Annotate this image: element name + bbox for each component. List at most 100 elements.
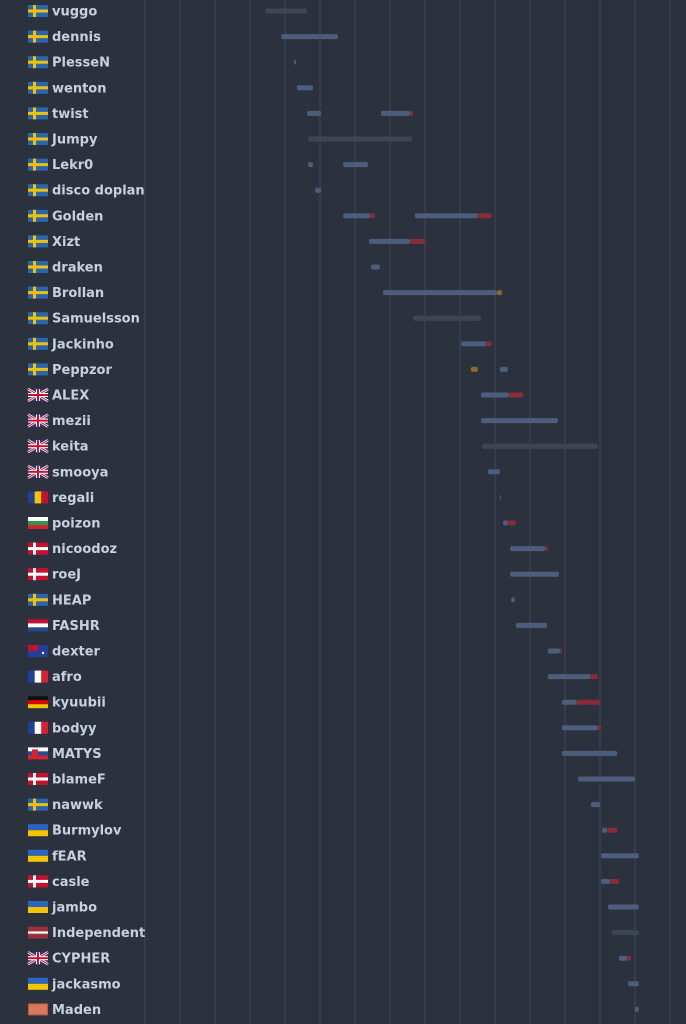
flag-part xyxy=(28,137,48,141)
flag-part xyxy=(28,598,48,602)
career-segment xyxy=(315,187,322,193)
flag-part xyxy=(28,572,48,576)
flag-icon xyxy=(28,209,48,222)
flag-icon xyxy=(27,951,49,966)
flag-part xyxy=(28,700,48,705)
flag-part xyxy=(28,721,35,734)
flag-part xyxy=(28,907,48,913)
player-name: regali xyxy=(52,491,94,506)
career-segment xyxy=(503,520,508,526)
flag-part xyxy=(28,239,48,243)
flag-part xyxy=(28,645,38,651)
player-name: casle xyxy=(52,875,90,890)
career-segment xyxy=(597,725,602,731)
player-name: Jackinho xyxy=(51,337,114,352)
flag-icon xyxy=(28,593,48,606)
flag-icon xyxy=(28,235,48,248)
flag-part xyxy=(28,670,35,683)
flag-icon xyxy=(27,439,49,454)
flag-part xyxy=(28,855,48,862)
career-segment xyxy=(296,85,313,91)
flag-icon xyxy=(28,337,48,350)
flag-part xyxy=(28,9,48,13)
player-name: MATYS xyxy=(52,747,102,762)
flag-icon xyxy=(28,517,48,529)
flag-icon xyxy=(28,773,48,785)
flag-part xyxy=(28,316,48,320)
career-segment xyxy=(561,699,577,705)
player-name: kyuubii xyxy=(52,696,106,711)
career-segment xyxy=(545,546,548,552)
flag-icon xyxy=(28,926,48,939)
career-segment xyxy=(343,213,371,219)
player-name: Maden xyxy=(52,1003,101,1018)
career-segment xyxy=(409,110,414,116)
player-name: jackasmo xyxy=(51,977,121,992)
career-segment xyxy=(516,622,548,628)
career-segment xyxy=(461,341,486,347)
player-name: bodyy xyxy=(52,721,97,736)
career-segment xyxy=(383,290,498,296)
flag-part xyxy=(28,291,48,295)
flag-part xyxy=(28,491,35,504)
career-segment xyxy=(510,546,546,552)
flag-part xyxy=(28,936,48,939)
player-name: draken xyxy=(52,261,103,276)
career-segment xyxy=(409,238,425,244)
career-segment xyxy=(497,290,502,296)
flag-part xyxy=(28,470,48,473)
flag-part xyxy=(28,86,48,90)
flag-part xyxy=(28,623,48,628)
career-segment xyxy=(611,930,639,936)
career-segment xyxy=(488,469,500,475)
career-segment xyxy=(343,162,368,168)
player-name: twist xyxy=(52,107,89,122)
flag-icon xyxy=(28,261,48,273)
career-segment xyxy=(590,802,600,808)
flag-icon xyxy=(28,286,48,299)
flag-icon xyxy=(27,413,49,428)
flag-part xyxy=(28,619,48,624)
flag-part xyxy=(28,933,48,937)
player-name: Burmylov xyxy=(52,824,122,839)
flag-part xyxy=(41,721,48,734)
flag-part xyxy=(28,926,48,929)
career-segment xyxy=(509,392,523,398)
career-segment xyxy=(577,776,635,782)
career-segment xyxy=(481,418,558,424)
player-name: Golden xyxy=(52,209,103,224)
career-segment xyxy=(635,1006,639,1012)
career-segment xyxy=(281,34,338,40)
career-segment xyxy=(601,853,639,859)
flag-part xyxy=(28,367,48,371)
player-name: ALEX xyxy=(52,389,89,404)
flag-part xyxy=(28,163,48,167)
flag-icon xyxy=(28,645,48,657)
career-segment xyxy=(414,213,478,219)
flag-icon xyxy=(28,977,48,990)
flag-part xyxy=(28,445,48,448)
flag-part xyxy=(28,214,48,218)
player-name: PlesseN xyxy=(52,56,110,71)
player-name: keita xyxy=(52,440,89,455)
career-segment xyxy=(547,648,561,654)
player-name: Lekr0 xyxy=(52,158,93,173)
flag-icon xyxy=(28,81,48,94)
career-segment xyxy=(607,827,618,833)
flag-icon xyxy=(28,824,48,837)
player-name: FASHR xyxy=(52,619,100,634)
flag-part xyxy=(28,394,48,396)
flag-icon xyxy=(28,107,48,120)
player-name: wenton xyxy=(52,81,106,96)
flag-part xyxy=(28,188,48,192)
flag-part xyxy=(28,929,48,932)
player-name: blameF xyxy=(52,773,106,788)
flag-icon xyxy=(28,542,48,555)
player-name: vuggo xyxy=(52,5,97,20)
flag-icon xyxy=(28,158,48,171)
player-name: CYPHER xyxy=(52,952,110,967)
flag-part xyxy=(28,803,48,807)
flag-icon xyxy=(28,568,48,581)
career-segment xyxy=(470,366,478,372)
flag-part xyxy=(34,491,42,504)
